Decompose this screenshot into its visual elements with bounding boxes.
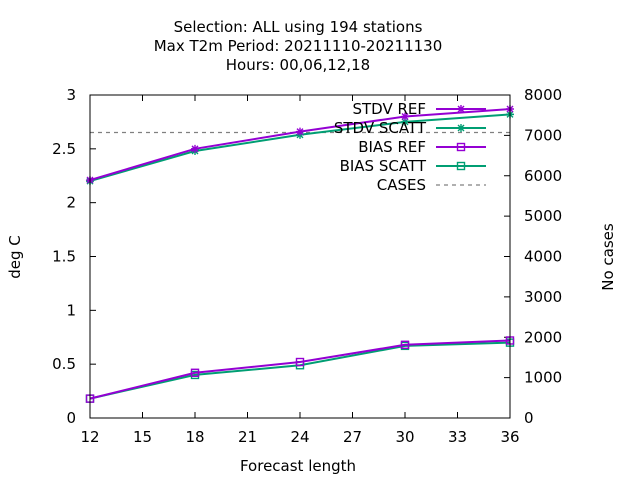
legend-item-bias-ref: BIAS REF: [358, 138, 486, 156]
title-line-3: Hours: 00,06,12,18: [226, 56, 370, 74]
x-axis-label: Forecast length: [240, 457, 356, 475]
data-point: [191, 144, 199, 153]
x-tick-label: 21: [238, 428, 257, 446]
y2-tick-label: 0: [524, 409, 534, 427]
y2-tick-label: 4000: [524, 248, 562, 266]
y-axis-label: deg C: [6, 235, 24, 279]
y2-tick-label: 8000: [524, 86, 562, 104]
x-tick-label: 18: [185, 428, 204, 446]
axis-ticks: [89, 94, 511, 419]
y-tick-label: 1: [66, 301, 76, 319]
y-tick-label: 0: [66, 409, 76, 427]
plot-frame: [89, 94, 511, 419]
legend-item-stdv-ref: STDV REF: [352, 100, 486, 118]
y2-axis-label: No cases: [599, 223, 617, 291]
legend-marker: [457, 105, 465, 113]
series-stdv-ref: [86, 104, 514, 185]
y-tick-label: 1.5: [52, 248, 76, 266]
title-line-1: Selection: ALL using 194 stations: [174, 18, 423, 36]
x-tick-label: 15: [133, 428, 152, 446]
y2-tick-label: 1000: [524, 369, 562, 387]
legend-marker: [456, 161, 466, 171]
legend-item-cases: CASES: [377, 176, 486, 194]
y2-tick-label: 3000: [524, 288, 562, 306]
y-tick-label: 2: [66, 194, 76, 212]
x-tick-label: 24: [290, 428, 309, 446]
data-point: [295, 357, 305, 367]
legend-item-bias-scatt: BIAS SCATT: [340, 157, 486, 175]
y-tick-label: 3: [66, 86, 76, 104]
y2-tick-label: 5000: [524, 207, 562, 225]
data-point: [401, 112, 409, 121]
y-tick-label: 2.5: [52, 140, 76, 158]
legend-label: STDV REF: [352, 100, 426, 118]
legend-marker: [456, 142, 466, 152]
series-layer: [85, 104, 515, 403]
legend-marker: [457, 124, 465, 132]
data-point: [401, 117, 409, 126]
chart-title: Selection: ALL using 194 stations Max T2…: [154, 18, 443, 74]
legend-label: BIAS REF: [358, 138, 426, 156]
x-tick-label: 30: [395, 428, 414, 446]
legend-label: STDV SCATT: [334, 119, 427, 137]
series-bias-scatt: [85, 338, 515, 403]
legend-item-stdv-scatt: STDV SCATT: [334, 119, 486, 137]
y2-tick-label: 2000: [524, 328, 562, 346]
x-tick-label: 33: [448, 428, 467, 446]
x-tick-label: 36: [500, 428, 519, 446]
data-point: [296, 127, 304, 136]
x-tick-label: 12: [80, 428, 99, 446]
y2-tick-label: 7000: [524, 126, 562, 144]
data-point: [190, 368, 200, 377]
tick-labels: 12 15 18 21 24 27 30 33 3600.511.522.53010002000…: [52, 86, 562, 446]
y-tick-label: 0.5: [52, 355, 76, 373]
legend-label: BIAS SCATT: [340, 157, 427, 175]
series-bias-ref: [85, 336, 515, 403]
series-line-bias-scatt: [89, 341, 511, 400]
title-line-2: Max T2m Period: 20211110-20211130: [154, 37, 443, 55]
data-point: [400, 340, 410, 349]
legend-label: CASES: [377, 176, 426, 194]
x-tick-label: 27: [343, 428, 362, 446]
y2-tick-label: 6000: [524, 167, 562, 185]
series-line-bias-ref: [89, 339, 511, 400]
